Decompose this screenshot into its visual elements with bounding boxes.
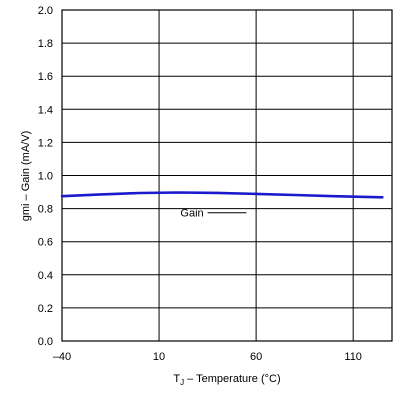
x-axis-label: TJ – Temperature (°C) [173, 373, 280, 387]
plot-frame [61, 9, 393, 342]
y-tick-label: 2.0 [38, 5, 53, 17]
y-tick-label: 0.2 [38, 303, 53, 315]
y-tick-label: 1.4 [38, 104, 53, 116]
gain-annotation-label: Gain [180, 208, 203, 220]
y-tick-label: 1.0 [38, 171, 53, 183]
x-tick-labels: –40 10 60 110 [53, 351, 362, 363]
x-axis-label-rest: – Temperature (°C) [184, 373, 281, 385]
y-tick-label: 0.4 [38, 270, 53, 282]
y-tick-label: 1.6 [38, 71, 53, 83]
x-axis-label-subscript: J [180, 378, 184, 387]
series-layer [60, 191, 384, 199]
x-tick-label: –40 [53, 351, 71, 363]
y-tick-label: 0.6 [38, 237, 53, 249]
grid [61, 9, 392, 342]
y-tick-label: 0.0 [38, 336, 53, 348]
x-axis-label-main: T [173, 373, 180, 385]
y-tick-label: 1.2 [38, 137, 53, 149]
y-tick-label: 0.8 [38, 204, 53, 216]
x-tick-label: 110 [344, 351, 362, 363]
y-axis-label: gmi – Gain (mA/V) [20, 131, 32, 221]
y-tick-label: 1.8 [38, 38, 53, 50]
x-tick-label: 60 [250, 351, 262, 363]
annotations: Gain [180, 208, 247, 220]
gain-series-line [60, 191, 384, 199]
x-tick-label: 10 [153, 351, 165, 363]
y-tick-labels: 0.0 0.2 0.4 0.6 0.8 1.0 1.2 1.4 1.6 1.8 2.0 [38, 5, 53, 348]
